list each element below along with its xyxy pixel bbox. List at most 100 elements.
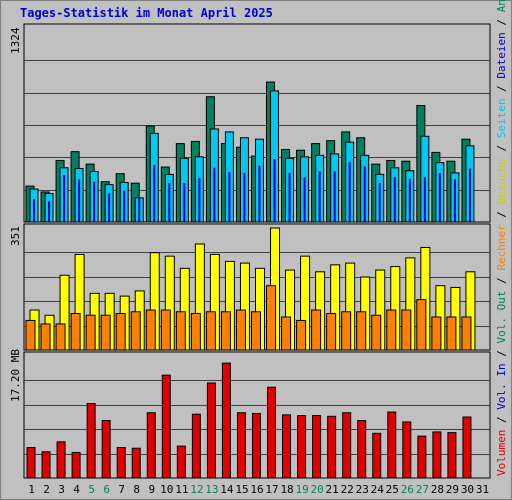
rechner-bar (160, 309, 171, 351)
rechner-bar (25, 319, 36, 351)
seiten-bar (168, 183, 171, 222)
rechner-bar (431, 316, 442, 351)
rechner-bar (266, 285, 277, 351)
x-tick-label: 20 (311, 483, 324, 496)
volumen-bar (101, 420, 111, 479)
rechner-bar (326, 313, 337, 351)
volumen-bar (71, 451, 81, 479)
volumen-bar (267, 386, 277, 479)
x-tick-label: 19 (295, 483, 308, 496)
x-tick-label: 12 (190, 483, 203, 496)
seiten-bar (273, 158, 276, 222)
volumen-bar (41, 451, 51, 479)
legend-entry: / (495, 204, 508, 224)
legend-entry: Vol. In (495, 363, 508, 409)
volumen-bar (432, 431, 442, 479)
x-tick-label: 16 (250, 483, 263, 496)
legend-entry: / (495, 12, 508, 32)
x-tick-label: 27 (416, 483, 429, 496)
x-tick-label: 14 (220, 483, 234, 496)
x-tick-label: 18 (280, 483, 293, 496)
x-tick-label: 30 (461, 483, 474, 496)
seiten-bar (453, 179, 456, 222)
legend-entry: Rechner (495, 224, 508, 271)
legend-entry: / (495, 344, 508, 364)
x-tick-label: 21 (326, 483, 339, 496)
x-tick-label: 7 (118, 483, 125, 496)
volumen-bar (387, 411, 397, 479)
seiten-bar (333, 171, 336, 222)
legend-entry: Seiten (495, 98, 508, 138)
volumen-bar (297, 415, 307, 479)
x-tick-label: 11 (175, 483, 188, 496)
rechner-bar (115, 313, 126, 351)
rechner-bar (85, 314, 96, 351)
x-tick-label: 15 (235, 483, 248, 496)
seiten-bar (138, 197, 141, 222)
seiten-bar (48, 201, 51, 222)
x-tick-label: 10 (160, 483, 173, 496)
rechner-bar (386, 309, 397, 351)
x-tick-label: 31 (476, 483, 489, 496)
seiten-bar (213, 167, 216, 222)
seiten-bar (468, 168, 471, 222)
x-tick-label: 25 (386, 483, 399, 496)
x-tick-label: 8 (133, 483, 140, 496)
x-tick-label: 5 (88, 483, 95, 496)
volumen-bar (372, 432, 382, 479)
seiten-bar (108, 193, 111, 222)
x-tick-label: 1 (28, 483, 35, 496)
chart-title: Tages-Statistik im Monat April 2025 (20, 6, 273, 20)
rechner-bar (220, 311, 231, 351)
x-tick-label: 28 (431, 483, 444, 496)
volumen-bar (206, 382, 216, 479)
seiten-bar (63, 175, 66, 222)
legend-entry: Volumen (495, 430, 508, 476)
rechner-bar (461, 316, 472, 351)
x-tick-label: 2 (43, 483, 50, 496)
seiten-bar (423, 177, 426, 222)
rechner-bar (250, 311, 261, 351)
legend-entry: / (495, 138, 508, 158)
volumen-bar (251, 412, 261, 479)
volumen-bar (342, 412, 352, 479)
right-legend: Volumen / Vol. In / Vol. Out / Rechner /… (495, 0, 508, 476)
rechner-bar (40, 323, 51, 351)
rechner-bar (401, 309, 412, 351)
volumen-bar (462, 416, 472, 479)
seiten-bar (408, 178, 411, 222)
rechner-bar (341, 311, 352, 351)
volumen-bar (176, 445, 186, 479)
volumen-bar (146, 412, 156, 479)
x-tick-label: 24 (371, 483, 385, 496)
volumen-bar (312, 415, 322, 479)
legend-entry: Vol. Out (495, 291, 508, 344)
volumen-bar (402, 421, 412, 479)
rechner-bar (446, 316, 457, 351)
rechner-bar (205, 311, 216, 351)
volumen-bar (417, 435, 427, 479)
x-tick-label: 3 (58, 483, 65, 496)
rechner-bar (70, 313, 81, 351)
seiten-bar (198, 178, 201, 222)
legend-entry: / (495, 271, 508, 291)
visits-ymax-label: 351 (9, 226, 22, 246)
seiten-bar (93, 181, 96, 222)
seiten-bar (393, 177, 396, 222)
rechner-bar (356, 311, 367, 351)
seiten-bar (363, 166, 366, 222)
x-tick-label: 13 (205, 483, 218, 496)
x-tick-label: 22 (341, 483, 354, 496)
x-tick-label: 17 (265, 483, 278, 496)
rechner-bar (416, 299, 427, 351)
volumen-bar (131, 447, 141, 479)
seiten-bar (318, 171, 321, 222)
rechner-bar (55, 323, 66, 351)
seiten-bar (123, 190, 126, 222)
seiten-bar (438, 172, 441, 222)
legend-entry: / (495, 410, 508, 430)
legend-entry: Anfragen (495, 0, 508, 12)
seiten-bar (153, 164, 156, 222)
volumen-bar (327, 415, 337, 479)
